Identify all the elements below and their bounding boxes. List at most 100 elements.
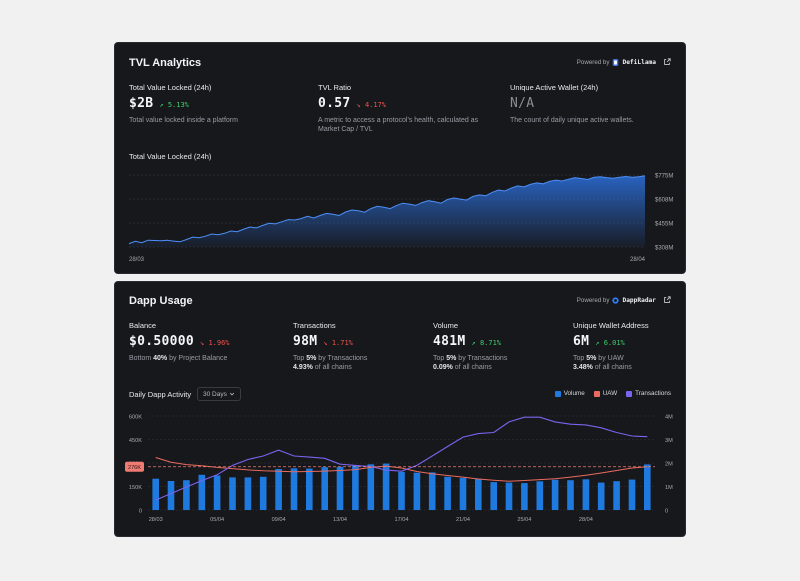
- volume-bar: [597, 482, 605, 510]
- metric-rank-text: Top 5% by Transactions: [433, 355, 508, 362]
- metric-description: Total value locked inside a platform: [129, 117, 238, 124]
- y-right-tick-label: 1M: [665, 485, 673, 491]
- x-tick-label: 17/04: [395, 517, 409, 523]
- uaw-line: [155, 457, 648, 482]
- tvl-metric: Total Value Locked (24h) $2B ↗ 5.13% Tot…: [129, 83, 309, 125]
- y-left-tick-label: 450K: [129, 438, 142, 444]
- powered-by-text: Powered by: [576, 296, 610, 304]
- balance-metric: Balance $0.50000 ↘ 1.96% Bottom 40% by P…: [129, 321, 279, 363]
- tvl-analytics-card: TVL Analytics Powered by DefiLlama Total…: [114, 42, 686, 274]
- volume-bar: [367, 464, 375, 510]
- change-down-badge: ↘ 1.71%: [323, 339, 353, 347]
- metric-value: N/A: [510, 96, 535, 111]
- metric-label: Unique Wallet Address: [573, 321, 649, 330]
- volume-bar: [521, 483, 528, 510]
- transactions-line: [155, 416, 648, 501]
- period-dropdown[interactable]: 30 Days: [197, 387, 241, 401]
- metric-rank-text: Top 5% by Transactions: [293, 355, 368, 362]
- metric-value: 481M: [433, 334, 466, 349]
- metric-rank-text: Top 5% by UAW: [573, 355, 624, 362]
- volume-bar: [290, 468, 298, 510]
- volume-bar: [459, 477, 467, 510]
- dappradar-powered-by[interactable]: Powered by DappRadar: [577, 296, 671, 304]
- x-tick-label: 28/04: [630, 257, 646, 263]
- external-link-icon[interactable]: [663, 58, 671, 66]
- external-link-icon[interactable]: [663, 296, 671, 304]
- volume-bar: [551, 479, 559, 510]
- metric-label: Transactions: [293, 321, 336, 330]
- x-tick-label: 21/04: [456, 517, 470, 523]
- tvl-line: [128, 175, 646, 245]
- change-down-badge: ↘ 4.17%: [356, 101, 387, 109]
- metric-share-text: 3.48% of all chains: [573, 364, 632, 371]
- volume-bar: [213, 475, 221, 510]
- change-up-badge: ↗ 6.01%: [595, 339, 625, 347]
- volume-bar: [567, 480, 574, 510]
- y-right-tick-label: 2M: [665, 462, 673, 468]
- metric-label: Volume: [433, 321, 459, 330]
- tvl-chart-title: Total Value Locked (24h): [129, 152, 212, 161]
- volume-bar: [183, 480, 190, 510]
- volume-bar: [628, 479, 636, 510]
- tvl-area: [129, 175, 645, 247]
- volume-bar: [398, 471, 405, 510]
- x-tick-label: 28/04: [579, 517, 593, 523]
- change-up-badge: ↗ 8.71%: [471, 339, 502, 347]
- volume-bar: [198, 474, 206, 511]
- metric-value: $0.50000: [129, 334, 195, 349]
- dapp-activity-chart[interactable]: 600K4M450K3M300K2M150K1M00276K28/0305/04…: [115, 406, 687, 526]
- tvl-ratio-metric: TVL Ratio 0.57 ↘ 4.17% A metric to acces…: [318, 83, 493, 134]
- volume-swatch: [554, 390, 561, 397]
- metric-value: 0.57: [318, 96, 351, 111]
- y-right-tick-label: 3M: [665, 438, 673, 444]
- x-tick-label: 13/04: [333, 517, 347, 523]
- legend-item-transactions[interactable]: Transactions: [626, 390, 671, 397]
- defillama-powered-by[interactable]: Powered by DefiLlama: [577, 58, 671, 66]
- metric-share-text: 0.09% of all chains: [433, 364, 492, 371]
- volume-bar: [352, 465, 359, 510]
- change-down-badge: ↘ 1.96%: [200, 339, 230, 347]
- period-value: 30 Days: [203, 390, 227, 398]
- volume-bar: [336, 466, 344, 510]
- powered-by-text: Powered by: [576, 58, 610, 66]
- metric-label: TVL Ratio: [318, 83, 352, 92]
- y-tick-label: $608M: [655, 198, 673, 204]
- volume-bar: [259, 476, 267, 510]
- metric-label: Total Value Locked (24h): [129, 83, 212, 92]
- defillama-logo-icon: [613, 58, 619, 66]
- volume-bar: [413, 472, 421, 510]
- x-tick-label: 09/04: [272, 517, 286, 523]
- unique-active-wallet-metric: Unique Active Wallet (24h) N/A The count…: [510, 83, 680, 125]
- legend-item-volume[interactable]: Volume: [554, 390, 585, 397]
- volume-bar: [644, 464, 651, 510]
- tvl-area-chart[interactable]: $775M $608M $455M $308M 28/03 28/04: [115, 163, 687, 275]
- x-tick-label: 05/04: [210, 517, 224, 523]
- y-tick-label: $308M: [655, 246, 673, 252]
- volume-bar: [152, 478, 159, 510]
- unique-wallet-address-metric: Unique Wallet Address 6M ↗ 6.01% Top 5% …: [573, 321, 683, 371]
- metric-description: The count of daily unique active wallets…: [510, 117, 634, 124]
- transactions-swatch: [626, 390, 633, 397]
- volume-bar: [244, 477, 252, 510]
- legend-item-uaw[interactable]: UAW: [593, 390, 617, 397]
- volume-bar: [306, 468, 313, 510]
- metric-description: A metric to access a protocol's health, …: [318, 117, 479, 133]
- y-tick-label: $455M: [655, 222, 673, 228]
- y-right-tick-label: 4M: [665, 415, 673, 421]
- metric-rank-text: Bottom 40% by Project Balance: [129, 355, 228, 362]
- y-left-tick-label: 0: [139, 509, 142, 515]
- volume-bar: [382, 463, 390, 510]
- dapp-usage-card: Dapp Usage Powered by DappRadar Balance …: [114, 281, 686, 537]
- uaw-swatch: [593, 390, 600, 397]
- metric-share-text: 4.93% of all chains: [293, 364, 352, 371]
- metric-value: 6M: [573, 334, 590, 349]
- y-tick-label: $775M: [655, 174, 673, 180]
- volume-metric: Volume 481M ↗ 8.71% Top 5% by Transactio…: [433, 321, 563, 371]
- volume-bar: [475, 478, 482, 510]
- y-left-tick-label: 150K: [129, 485, 142, 491]
- dappradar-brand: DappRadar: [622, 296, 656, 304]
- volume-bar: [613, 481, 620, 510]
- chevron-down-icon: [229, 392, 234, 396]
- volume-bar: [428, 472, 436, 510]
- volume-bar: [582, 479, 590, 510]
